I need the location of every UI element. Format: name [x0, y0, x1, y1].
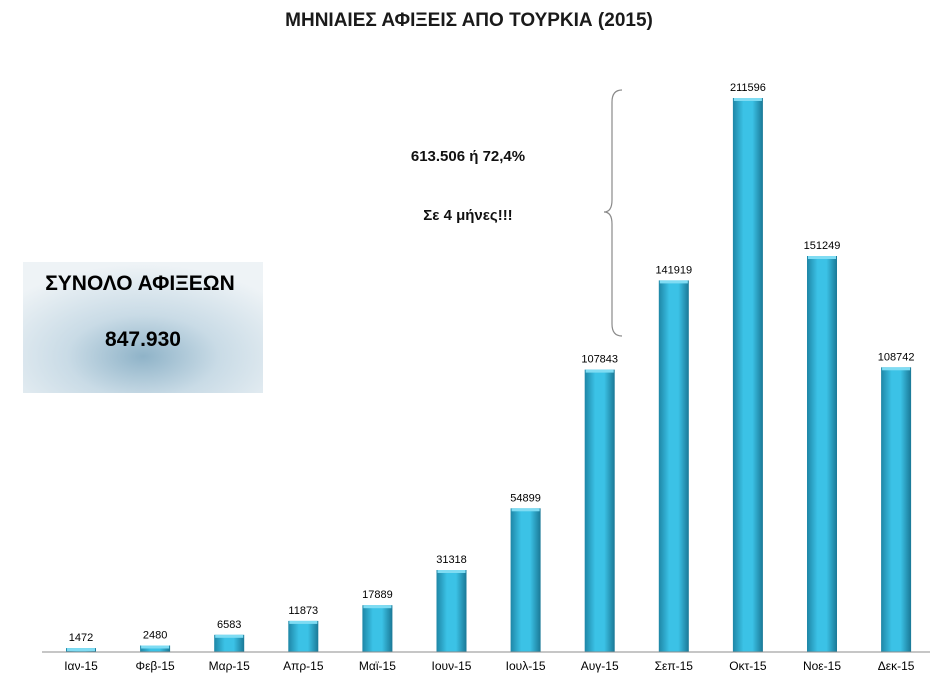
x-tick-label-3: Μαρ-15 [209, 659, 250, 673]
data-label-4: 11873 [288, 605, 318, 617]
x-tick-label-4: Απρ-15 [283, 659, 324, 673]
bar-cap-6 [437, 570, 466, 573]
annotation-months-text: Σε 4 μήνες!!! [423, 207, 512, 224]
bar-5 [362, 605, 393, 652]
total-box-value: 847.930 [105, 328, 181, 351]
total-box [23, 262, 263, 393]
bar-cap-1 [67, 648, 95, 652]
data-label-2: 2480 [143, 630, 167, 642]
bar-6 [436, 570, 467, 652]
bar-cap-5 [363, 605, 392, 609]
bar-8 [584, 369, 615, 652]
bar-7 [510, 508, 541, 652]
data-label-12: 108742 [878, 351, 915, 363]
data-label-8: 107843 [581, 354, 618, 366]
x-tick-label-6: Ιουν-15 [432, 659, 472, 673]
x-tick-label-2: Φεβ-15 [136, 659, 175, 673]
bar-4 [288, 620, 319, 652]
bar-2 [140, 645, 171, 652]
data-label-10: 211596 [730, 82, 766, 94]
x-tick-label-10: Οκτ-15 [729, 659, 767, 673]
data-label-5: 17889 [362, 589, 393, 601]
x-tick-label-9: Σεπ-15 [655, 659, 694, 673]
bar-cap-2 [141, 645, 170, 649]
data-label-9: 141919 [655, 264, 692, 276]
bar-cap-10 [733, 98, 762, 101]
bar-11 [807, 256, 837, 652]
annotation-total-text: 613.506 ή 72,4% [411, 148, 525, 165]
chart-title: ΜΗΝΙΑΙΕΣ ΑΦΙΞΕΙΣ ΑΠΟ ΤΟΥΡΚΙΑ (2015) [285, 10, 653, 31]
x-tick-label-7: Ιουλ-15 [506, 659, 546, 673]
data-label-7: 54899 [510, 492, 541, 504]
x-tick-label-11: Νοε-15 [803, 659, 841, 673]
x-tick-label-12: Δεκ-15 [878, 659, 915, 673]
x-tick-label-1: Ιαν-15 [64, 659, 98, 673]
bar-cap-3 [215, 634, 244, 638]
bar-12 [881, 367, 912, 652]
bar-cap-11 [808, 256, 836, 259]
bar-9 [658, 280, 689, 652]
annotation-bracket [603, 89, 623, 337]
bar-cap-8 [585, 369, 614, 373]
data-label-1: 1472 [69, 632, 93, 644]
bar-cap-7 [511, 508, 540, 512]
bar-10 [732, 98, 763, 652]
total-box-title: ΣΥΝΟΛΟ ΑΦΙΞΕΩΝ [45, 272, 235, 295]
bar-cap-12 [882, 367, 911, 371]
bar-3 [214, 634, 245, 652]
data-label-6: 31318 [436, 554, 467, 566]
x-tick-label-5: Μαϊ-15 [359, 659, 396, 673]
data-label-3: 6583 [217, 619, 241, 631]
x-axis-ticks: Ιαν-15 Φεβ-15 Μαρ-15 Απρ-15 Μαϊ-15 Ιουν-15 Ιου… [64, 659, 915, 673]
bars-group: 1472 2480 6583 11873 17889 31318 54899 107843 14… [66, 82, 914, 652]
x-tick-label-8: Αυγ-15 [581, 659, 619, 673]
bar-cap-4 [289, 620, 318, 624]
bar-cap-9 [659, 280, 688, 284]
data-label-11: 151249 [804, 240, 841, 252]
